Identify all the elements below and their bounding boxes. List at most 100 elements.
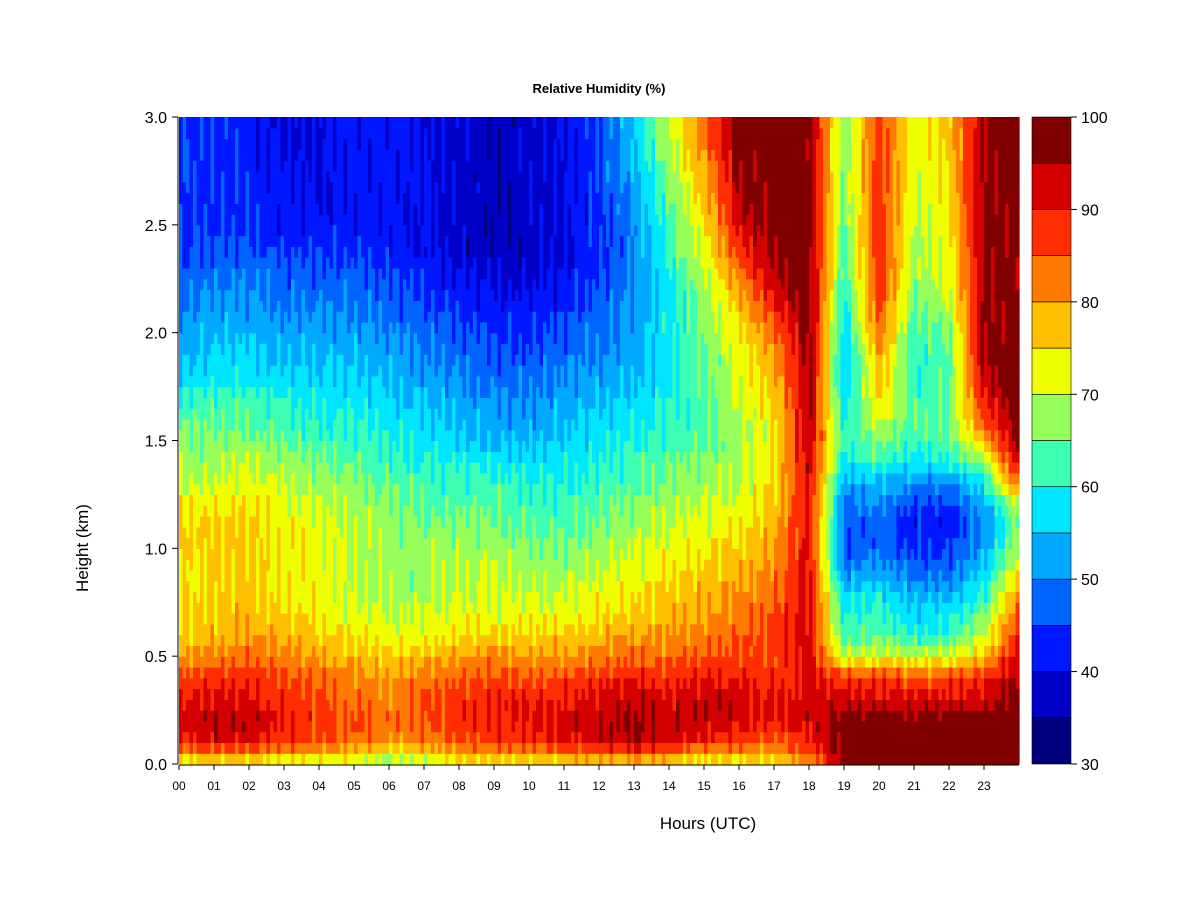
heatmap-cell: [851, 688, 856, 700]
heatmap-cell: [487, 580, 492, 593]
heatmap-cell: [420, 559, 425, 571]
heatmap-cell: [963, 699, 968, 711]
heatmap-cell: [427, 548, 432, 560]
heatmap-cell: [970, 731, 975, 744]
heatmap-cell: [200, 688, 205, 700]
heatmap-cell: [595, 720, 600, 733]
heatmap-cell: [522, 537, 527, 549]
heatmap-cell: [557, 559, 562, 571]
heatmap-cell: [749, 699, 754, 711]
heatmap-cell: [336, 602, 341, 614]
heatmap-cell: [886, 645, 891, 657]
heatmap-cell: [277, 666, 282, 679]
heatmap-cell: [539, 666, 544, 679]
heatmap-cell: [263, 666, 268, 679]
heatmap-cell: [490, 688, 495, 700]
heatmap-cell: [812, 656, 817, 668]
heatmap-cell: [826, 623, 831, 636]
heatmap-cell: [795, 634, 800, 646]
heatmap-cell: [819, 602, 824, 614]
heatmap-cell: [284, 753, 289, 765]
heatmap-cell: [683, 666, 688, 679]
heatmap-cell: [539, 537, 544, 549]
heatmap-cell: [921, 559, 926, 571]
heatmap-cell: [550, 580, 555, 593]
heatmap-cell: [644, 666, 649, 679]
heatmap-cell: [539, 602, 544, 614]
heatmap-cell: [532, 537, 537, 549]
heatmap-cell: [875, 666, 880, 679]
heatmap-cell: [553, 742, 558, 754]
heatmap-cell: [497, 537, 502, 549]
heatmap-cell: [970, 569, 975, 582]
heatmap-cell: [690, 623, 695, 636]
heatmap-cell: [483, 699, 488, 711]
heatmap-cell: [448, 559, 453, 571]
heatmap-cell: [501, 710, 506, 722]
heatmap-cell: [928, 613, 933, 625]
heatmap-cell: [536, 634, 541, 646]
heatmap-cell: [809, 688, 814, 700]
heatmap-cell: [602, 688, 607, 700]
heatmap-cell: [375, 559, 380, 571]
heatmap-cell: [613, 731, 618, 744]
heatmap-cell: [802, 602, 807, 614]
heatmap-cell: [585, 623, 590, 636]
heatmap-cell: [305, 569, 310, 582]
heatmap-cell: [690, 602, 695, 614]
heatmap-cell: [319, 580, 324, 593]
heatmap-cell: [872, 548, 877, 560]
heatmap-cell: [875, 731, 880, 744]
heatmap-cell: [854, 613, 859, 625]
heatmap-cell: [753, 742, 758, 754]
heatmap-cell: [245, 731, 250, 744]
heatmap-cell: [329, 580, 334, 593]
heatmap-cell: [711, 537, 716, 549]
heatmap-cell: [210, 645, 215, 657]
heatmap-cell: [543, 634, 548, 646]
heatmap-cell: [714, 580, 719, 593]
heatmap-cell: [424, 656, 429, 668]
heatmap-cell: [616, 569, 621, 582]
heatmap-cell: [812, 710, 817, 722]
heatmap-cell: [585, 569, 590, 582]
heatmap-cell: [788, 591, 793, 603]
heatmap-cell: [641, 645, 646, 657]
heatmap-cell: [252, 569, 257, 582]
heatmap-cell: [578, 720, 583, 733]
heatmap-cell: [424, 720, 429, 733]
heatmap-cell: [907, 613, 912, 625]
heatmap-cell: [662, 559, 667, 571]
heatmap-cell: [438, 710, 443, 722]
heatmap-cell: [637, 688, 642, 700]
heatmap-cell: [602, 569, 607, 582]
heatmap-cell: [949, 666, 954, 679]
heatmap-cell: [571, 569, 576, 582]
heatmap-cell: [711, 591, 716, 603]
heatmap-cell: [1001, 580, 1006, 593]
heatmap-cell: [392, 569, 397, 582]
heatmap-cell: [455, 613, 460, 625]
heatmap-cell: [532, 591, 537, 603]
heatmap-cell: [448, 753, 453, 765]
heatmap-cell: [802, 634, 807, 646]
heatmap-cell: [1015, 753, 1020, 765]
heatmap-cell: [280, 742, 285, 754]
heatmap-cell: [259, 602, 264, 614]
heatmap-cell: [382, 688, 387, 700]
heatmap-cell: [242, 645, 247, 657]
heatmap-cell: [487, 731, 492, 744]
heatmap-cell: [298, 602, 303, 614]
heatmap-cell: [354, 720, 359, 733]
heatmap-cell: [347, 645, 352, 657]
heatmap-cell: [396, 645, 401, 657]
heatmap-cell: [399, 548, 404, 560]
heatmap-cell: [952, 548, 957, 560]
heatmap-cell: [935, 753, 940, 765]
heatmap-cell: [1005, 677, 1010, 690]
heatmap-cell: [515, 720, 520, 733]
heatmap-cell: [263, 720, 268, 733]
heatmap-cell: [252, 742, 257, 754]
heatmap-cell: [501, 731, 506, 744]
heatmap-cell: [385, 537, 390, 549]
